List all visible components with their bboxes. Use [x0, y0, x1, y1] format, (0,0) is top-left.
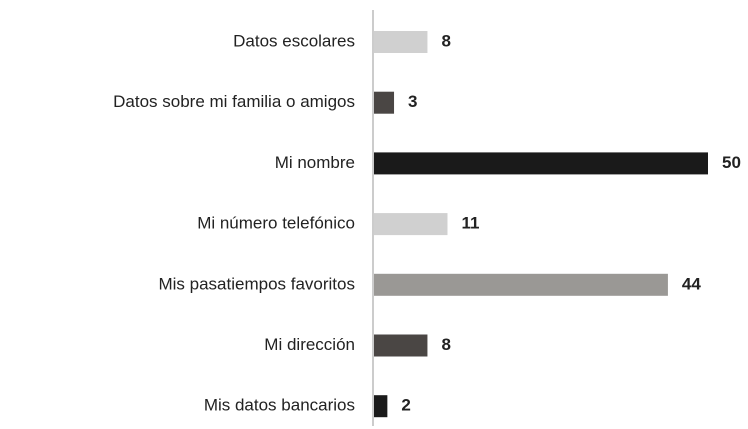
category-label: Mis datos bancarios: [204, 396, 355, 415]
category-label: Mi número telefónico: [197, 214, 355, 233]
bar: [374, 31, 428, 53]
category-label: Datos escolares: [233, 31, 355, 50]
value-label: 8: [441, 31, 450, 50]
bar: [374, 273, 668, 296]
bar: [374, 395, 388, 418]
category-label: Mi dirección: [264, 335, 355, 354]
bar: [374, 213, 448, 236]
category-label: Datos sobre mi familia o amigos: [113, 92, 355, 111]
category-label: Mis pasatiempos favoritos: [158, 274, 355, 293]
bar: [374, 91, 395, 114]
value-label: 8: [441, 335, 450, 354]
bar: [374, 152, 708, 175]
value-label: 44: [682, 274, 701, 293]
value-label: 2: [401, 396, 410, 415]
value-label: 50: [722, 153, 741, 172]
value-label: 3: [408, 92, 417, 111]
category-label: Mi nombre: [275, 153, 355, 172]
value-label: 11: [461, 214, 479, 233]
bar: [374, 334, 428, 357]
